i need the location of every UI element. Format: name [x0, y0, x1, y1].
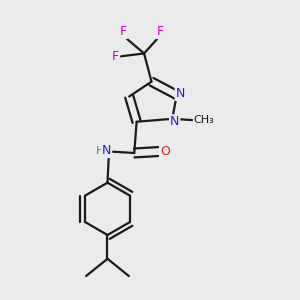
Text: CH₃: CH₃ [194, 115, 214, 125]
Text: O: O [160, 145, 170, 158]
Text: F: F [112, 50, 119, 63]
Text: F: F [120, 25, 127, 38]
Text: F: F [157, 25, 164, 38]
Text: H: H [96, 146, 104, 156]
Text: N: N [176, 87, 185, 100]
Text: N: N [102, 144, 111, 157]
Text: N: N [170, 115, 179, 128]
